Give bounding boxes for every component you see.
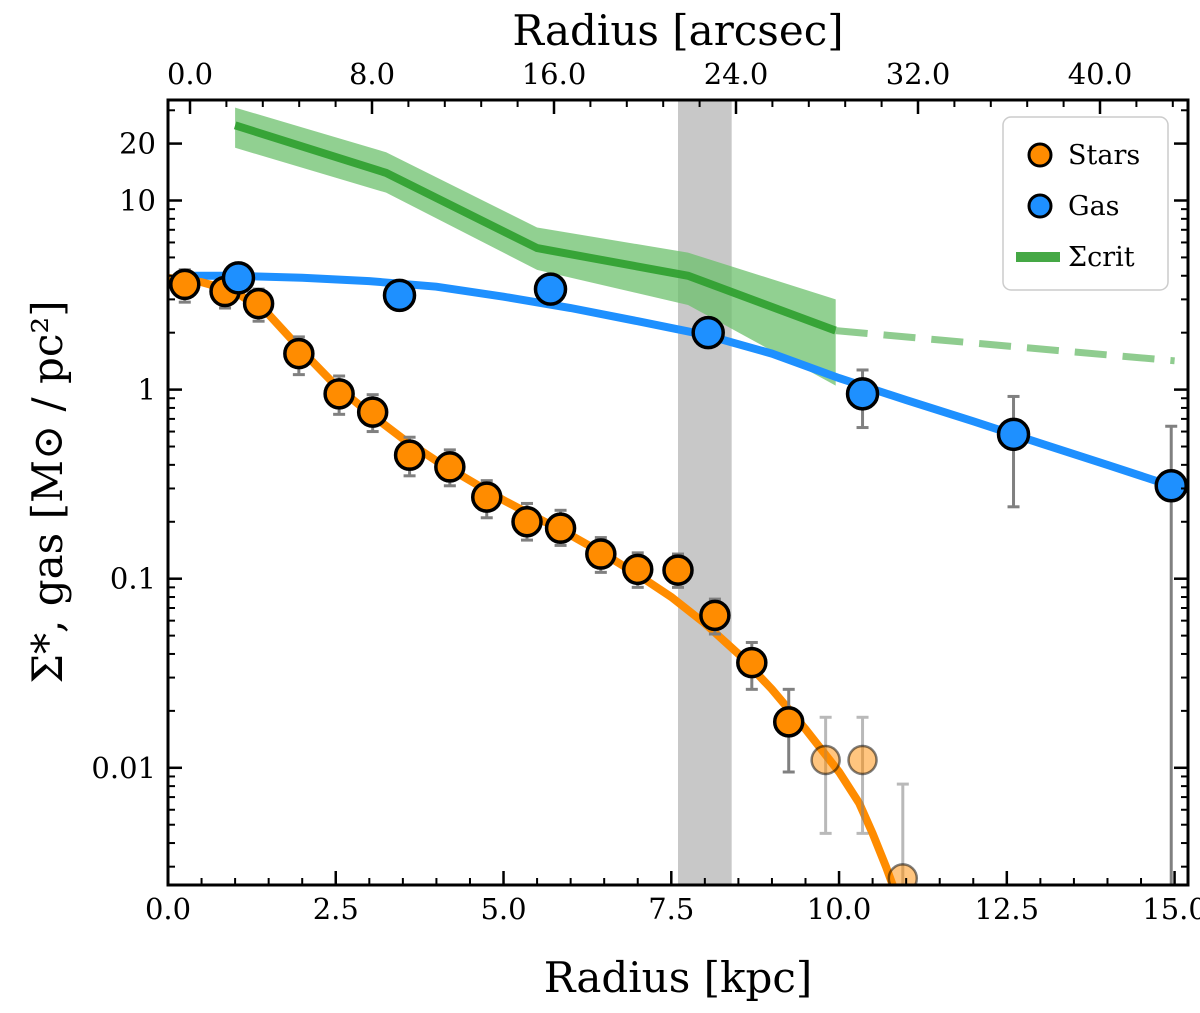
x-tick-label-2: 5.0	[480, 892, 526, 926]
gas-point-6	[1154, 469, 1188, 503]
plot-frame	[166, 98, 1190, 887]
plot-area	[168, 100, 1188, 885]
shaded-region	[678, 100, 732, 885]
gas-point-1	[382, 278, 417, 313]
stars-point-16	[772, 706, 805, 738]
x-axis-title: Radius [kpc]	[544, 953, 813, 1002]
legend: Stars Gas Σcrit	[1002, 116, 1169, 291]
legend-stars-label: Stars	[1068, 140, 1140, 171]
stars-point-13	[662, 554, 694, 586]
stars-faded-errorbar-1	[856, 715, 869, 835]
crit-extrapolated-line	[835, 327, 1175, 365]
x-tick-label-1: 2.5	[313, 892, 359, 926]
stars-point-11	[585, 538, 617, 570]
y-tick-label-2: 1	[138, 373, 156, 407]
stars-point-9	[511, 506, 543, 538]
y-tick-label-4: 20	[119, 127, 156, 161]
stars-point-2	[242, 287, 275, 320]
stars-point-3	[283, 337, 315, 370]
y-axis-title: Σ*, gas [M⊙ / pc²]	[23, 300, 72, 683]
x-tick-label-5: 12.5	[975, 892, 1040, 926]
stars-point-14	[699, 599, 731, 632]
x-top-tick-label-3: 24.0	[704, 57, 769, 91]
stars-faded-point-1	[847, 744, 878, 776]
x-tick-label-6: 15.0	[1142, 892, 1200, 926]
stars-point-7	[434, 451, 466, 483]
stars-faded-point-2	[887, 863, 919, 885]
legend-gas-label: Gas	[1068, 191, 1120, 222]
x-top-tick-label-0: 0.0	[167, 57, 213, 91]
y-tick-label-1: 0.1	[110, 562, 156, 596]
x-top-tick-label-2: 16.0	[522, 57, 587, 91]
stars-point-8	[471, 481, 503, 513]
gas-point-0	[221, 261, 256, 295]
x-tick-label-3: 7.5	[648, 892, 694, 926]
gas-point-2	[533, 272, 568, 306]
x-tick-label-4: 10.0	[807, 892, 872, 926]
y-tick-label-3: 10	[119, 184, 156, 218]
legend-crit-label: Σcrit	[1068, 242, 1135, 273]
gas-point-5	[996, 417, 1031, 452]
x-top-tick-label-1: 8.0	[349, 57, 395, 91]
x-tick-label-0: 0.0	[145, 892, 191, 926]
crit-line	[233, 121, 838, 335]
x-top-tick-label-4: 32.0	[886, 57, 951, 91]
x-top-tick-label-5: 40.0	[1068, 57, 1133, 91]
stars-faded-errorbar-2	[896, 782, 909, 885]
y-tick-label-0: 0.01	[91, 751, 156, 785]
stars-point-0	[169, 268, 201, 301]
gas-point-4	[845, 377, 880, 411]
stars-point-4	[323, 378, 355, 410]
stars-point-12	[621, 553, 654, 586]
stars-faded-point-0	[810, 744, 841, 776]
stars-point-6	[393, 439, 426, 471]
legend-gas-marker	[1027, 193, 1053, 219]
axis-ticks: 0.0 2.5 5.0 7.5 10.0 12.5 15.0 0.0 8.0 16.0 24.0 32…	[91, 57, 1200, 926]
gas-errorbar-5	[1007, 394, 1020, 509]
stars-point-5	[356, 396, 389, 428]
stars-point-10	[544, 512, 577, 544]
gas-errorbar-6	[1165, 424, 1178, 885]
legend-stars-marker	[1027, 142, 1053, 168]
stars-faded-errorbar-0	[819, 715, 832, 835]
stars-point-15	[736, 646, 768, 679]
x-axis-top-title: Radius [arcsec]	[512, 6, 843, 55]
gas-point-3	[691, 315, 725, 350]
